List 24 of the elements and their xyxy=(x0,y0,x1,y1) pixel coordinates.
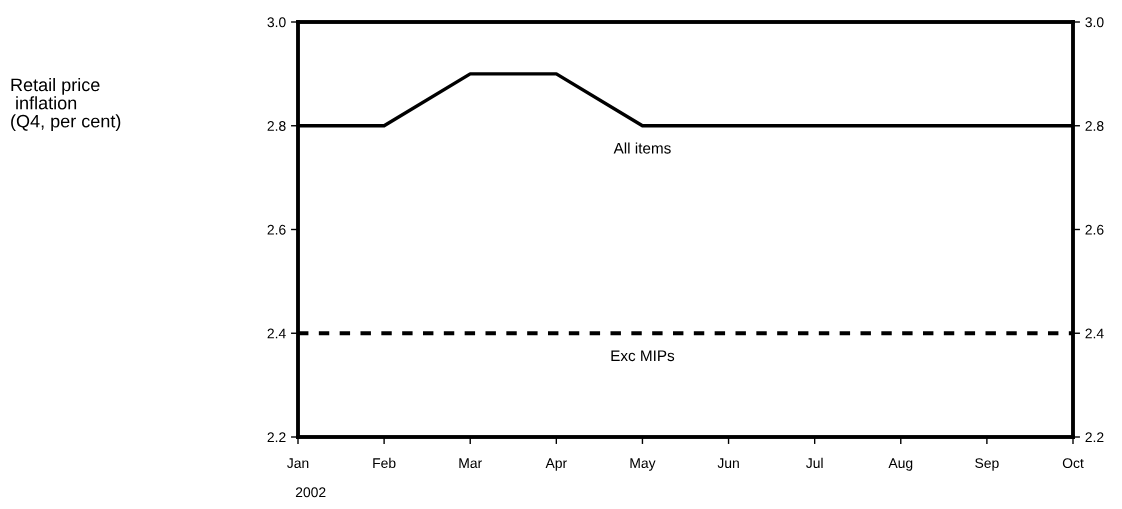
y2-tick-label: 2.2 xyxy=(1085,432,1104,443)
x-tick-label: Jun xyxy=(717,458,739,469)
series-label: Exc MIPs xyxy=(611,350,675,362)
x-tick-label: Feb xyxy=(373,457,396,469)
x-tick-label: Mar xyxy=(459,458,482,469)
y-tick-label: 2.4 xyxy=(267,328,286,339)
x-tick-label: Apr xyxy=(545,458,567,471)
x-tick-label: Jul xyxy=(806,457,823,469)
y2-tick-label: 2.8 xyxy=(1085,121,1104,131)
y-tick-label: 2.8 xyxy=(267,121,286,131)
y2-tick-label: 2.6 xyxy=(1085,224,1104,235)
y-tick-label: 2.2 xyxy=(267,432,286,443)
y-tick-label: 3.0 xyxy=(267,17,286,28)
text: Retail price inflation (Q4, per cent) xyxy=(11,78,121,132)
series-label: All items xyxy=(613,142,671,154)
y2-tick-label: 2.4 xyxy=(1085,328,1104,339)
text: 2002 xyxy=(295,487,326,498)
x-tick-label: Sep xyxy=(975,458,999,471)
x-tick-label: May xyxy=(630,458,656,471)
x-tick-label: Aug xyxy=(888,458,913,471)
x-tick-label: Oct xyxy=(1062,458,1084,469)
y-tick-label: 2.6 xyxy=(267,224,286,235)
y2-tick-label: 3.0 xyxy=(1085,17,1104,28)
x-tick-label: Jan xyxy=(287,458,309,469)
